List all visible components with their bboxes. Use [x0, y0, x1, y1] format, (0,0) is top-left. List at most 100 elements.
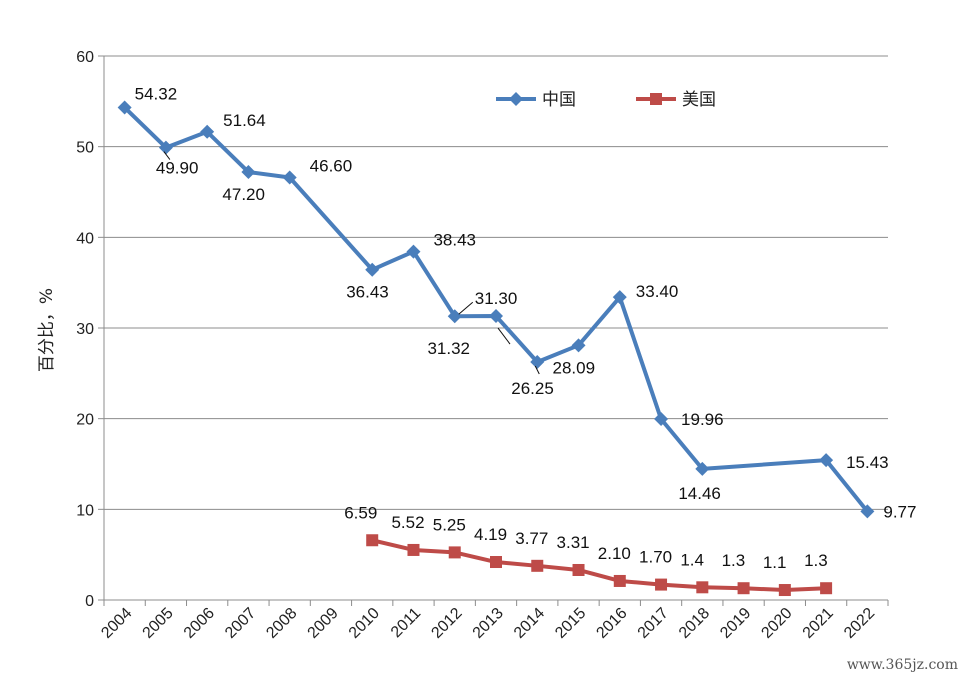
watermark: www.365jz.com — [846, 657, 958, 673]
x-tick-label: 2006 — [181, 605, 218, 642]
data-point-marker — [158, 140, 173, 155]
data-point-marker — [654, 412, 669, 427]
y-tick-label: 20 — [76, 412, 94, 429]
y-tick-label: 0 — [85, 593, 94, 610]
x-tick-label: 2005 — [140, 605, 177, 642]
legend: 中国 美国 — [496, 90, 716, 110]
data-point-marker — [572, 563, 585, 576]
series-line-1 — [123, 106, 869, 513]
x-tick-label: 2022 — [841, 605, 878, 642]
data-point-marker — [696, 581, 709, 594]
data-label: 6.59 — [344, 503, 377, 522]
data-point-marker — [490, 556, 502, 569]
data-point-marker — [860, 504, 875, 519]
data-point-marker — [447, 309, 462, 324]
legend-label: 中国 — [542, 90, 576, 110]
data-point-marker — [282, 170, 297, 185]
data-label: 46.60 — [310, 156, 353, 175]
data-label: 19.96 — [681, 410, 724, 429]
y-tick-label: 10 — [76, 502, 94, 519]
data-label: 38.43 — [433, 231, 476, 250]
data-point-marker — [117, 100, 132, 115]
data-point-marker — [365, 262, 380, 277]
x-tick-label: 2012 — [428, 605, 465, 642]
x-tick-label: 2013 — [470, 605, 507, 642]
data-point-marker — [819, 453, 834, 468]
x-tick-label: 2011 — [388, 605, 424, 641]
x-tick-label: 2018 — [676, 605, 713, 642]
data-label: 26.25 — [511, 379, 554, 398]
data-point-marker — [571, 338, 586, 353]
x-tick-labels: 2004 2005 2006 2007 2008 2009 2010 2011 2012 2013… — [98, 605, 878, 642]
x-tick-label: 2021 — [800, 605, 837, 642]
data-label: 51.64 — [223, 111, 266, 130]
data-point-marker — [737, 582, 750, 595]
data-label: 5.25 — [433, 515, 466, 534]
x-tick-label: 2010 — [346, 605, 383, 642]
data-label: 2.10 — [598, 544, 631, 563]
data-point-marker — [241, 165, 256, 180]
x-tick-label: 2007 — [222, 605, 259, 642]
data-point-marker — [613, 574, 626, 587]
y-tick-label: 30 — [76, 321, 94, 338]
leader-line — [458, 301, 474, 315]
y-tick-labels: 0 10 20 30 40 50 60 — [76, 49, 94, 610]
data-label: 4.19 — [474, 525, 507, 544]
data-point-marker — [530, 355, 545, 369]
x-tick-label: 2016 — [593, 605, 630, 642]
data-point-marker — [366, 534, 379, 547]
data-label: 31.30 — [475, 289, 518, 308]
data-label: 28.09 — [553, 358, 596, 377]
data-point-marker — [612, 290, 627, 305]
data-label: 3.31 — [557, 533, 590, 552]
data-label: 3.77 — [515, 529, 548, 548]
x-tick-label: 2004 — [98, 605, 135, 642]
y-axis-label: 百分比，% — [37, 288, 57, 372]
data-label: 47.20 — [222, 185, 265, 204]
data-label: 33.40 — [636, 282, 679, 301]
series-line-2 — [371, 538, 827, 593]
x-tick-label: 2020 — [758, 605, 795, 642]
data-point-marker — [200, 124, 215, 139]
axes — [103, 56, 889, 606]
x-tick-label: 2017 — [635, 605, 672, 642]
leader-line — [163, 151, 171, 160]
data-label: 14.46 — [678, 484, 721, 503]
legend-marker — [509, 92, 523, 106]
series-group: 54.32 49.90 51.64 47.20 46.60 36.43 38.43 31.30… — [117, 84, 916, 597]
data-label: 54.32 — [135, 84, 178, 103]
data-point-marker — [489, 309, 503, 324]
data-point-marker — [655, 578, 668, 591]
x-tick-label: 2019 — [717, 605, 754, 642]
x-tick-label: 2009 — [305, 605, 342, 642]
data-label: 1.3 — [722, 551, 746, 570]
legend-label: 美国 — [682, 90, 716, 110]
data-label: 1.3 — [804, 551, 828, 570]
y-tick-label: 60 — [76, 49, 94, 66]
y-tick-label: 50 — [76, 140, 94, 157]
data-label: 15.43 — [846, 453, 889, 472]
data-point-marker — [448, 546, 461, 559]
x-tick-label: 2014 — [511, 605, 548, 642]
data-label: 9.77 — [883, 502, 916, 521]
legend-marker — [650, 93, 662, 105]
data-label: 1.1 — [763, 553, 787, 572]
data-point-marker — [778, 584, 791, 597]
y-tick-label: 40 — [76, 230, 94, 247]
leader-line — [534, 365, 540, 375]
leader-line — [497, 327, 511, 345]
data-point-marker — [531, 559, 544, 572]
data-point-marker — [820, 582, 833, 595]
data-label: 1.70 — [639, 548, 672, 567]
data-point-marker — [406, 244, 421, 259]
data-point-marker — [695, 461, 710, 476]
gridlines — [98, 55, 888, 601]
x-tick-label: 2015 — [552, 605, 589, 642]
data-point-marker — [407, 543, 420, 556]
data-label: 1.4 — [680, 550, 704, 569]
data-label: 36.43 — [346, 283, 389, 302]
data-label: 5.52 — [391, 513, 424, 532]
data-label: 31.32 — [427, 339, 470, 358]
data-label: 49.90 — [156, 159, 199, 178]
